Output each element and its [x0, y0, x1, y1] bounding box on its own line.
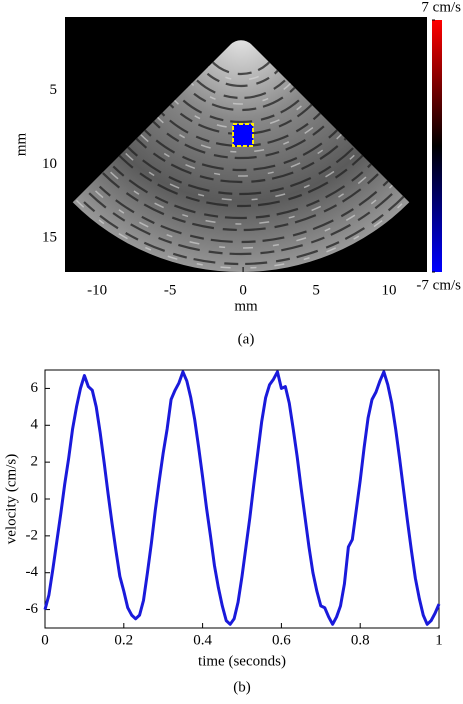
y-tick-label: 0 — [31, 490, 39, 506]
colorbar — [432, 20, 442, 272]
x-axis-label: time (seconds) — [198, 653, 286, 669]
x-tick-label: 10 — [382, 282, 397, 298]
y-axis-label: velocity (cm/s) — [3, 454, 19, 544]
x-tick-label: 0.6 — [272, 632, 291, 648]
y-tick-label: 6 — [31, 380, 39, 396]
panel-caption: (b) — [233, 679, 251, 695]
x-tick-label: 0.8 — [351, 632, 370, 648]
x-tick-label: -10 — [87, 282, 107, 298]
roi-box — [232, 123, 254, 147]
y-tick-label: -2 — [26, 527, 39, 543]
x-tick-label: 0.2 — [114, 632, 133, 648]
y-tick-label: -4 — [26, 564, 39, 580]
colorbar-tick-label: 7 cm/s — [421, 0, 461, 15]
x-tick-label: 0 — [41, 632, 49, 648]
ultrasound-sector — [72, 40, 410, 273]
plot-frame — [44, 369, 440, 629]
y-tick-label: 10 — [42, 156, 57, 172]
x-tick-label: 0.4 — [193, 632, 212, 648]
y-axis-label: mm — [13, 133, 29, 157]
x-tick-label: 5 — [312, 282, 320, 298]
x-axis-label: mm — [234, 298, 258, 314]
panel-caption: (a) — [238, 331, 255, 347]
y-tick-label: -6 — [26, 601, 39, 617]
colorbar-tick-label: -7 cm/s — [416, 277, 461, 293]
x-tick-label: 0 — [239, 282, 247, 298]
y-tick-label: 5 — [50, 82, 58, 98]
y-tick-label: 2 — [31, 454, 39, 470]
x-tick-label: -5 — [164, 282, 177, 298]
y-tick-label: 4 — [31, 417, 39, 433]
velocity-line — [43, 370, 441, 626]
x-tick-label: 1 — [435, 632, 443, 648]
speckle-highlights — [72, 40, 410, 269]
y-tick-label: 15 — [42, 230, 57, 246]
